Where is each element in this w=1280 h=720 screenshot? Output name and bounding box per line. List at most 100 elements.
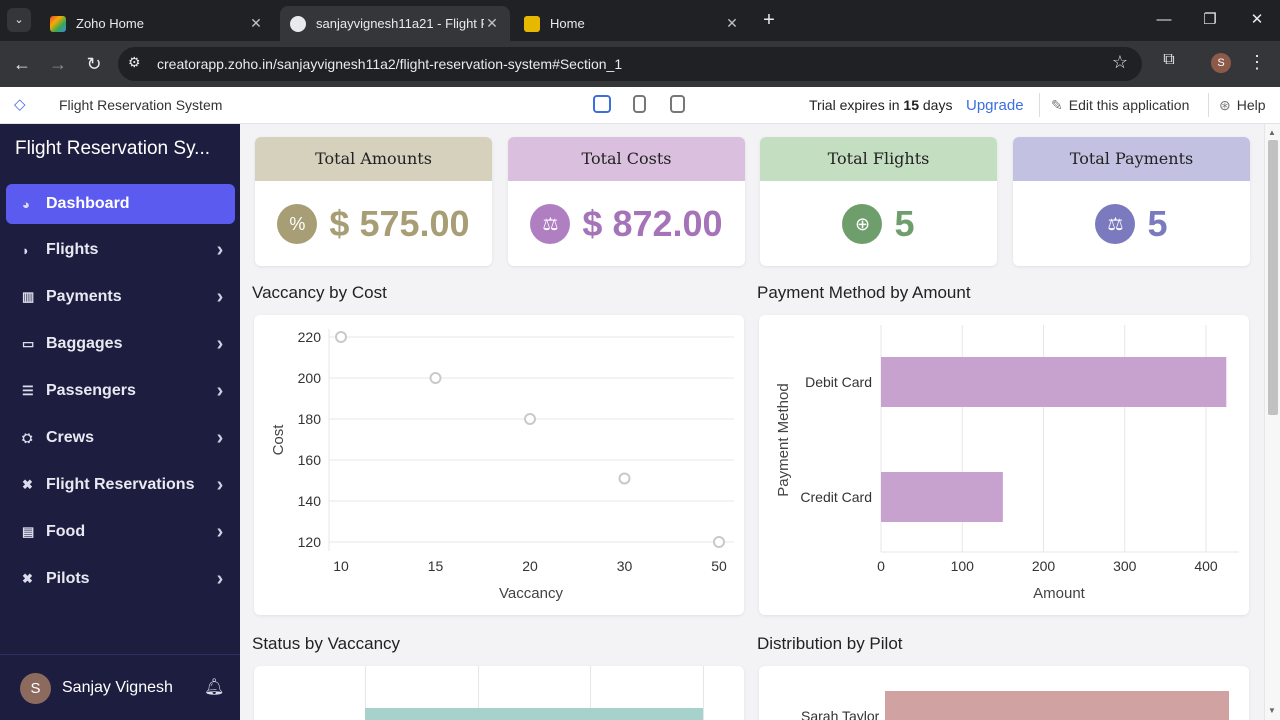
chevron-right-icon[interactable]: › — [216, 473, 224, 496]
chevron-right-icon[interactable]: › — [216, 238, 224, 261]
sidebar-item-passengers[interactable]: ☰ Passengers › — [6, 371, 235, 411]
avatar[interactable]: S — [20, 673, 51, 704]
sidebar-item-payments[interactable]: ▥ Payments › — [6, 277, 235, 317]
sidebar-title: Flight Reservation Sy... — [15, 138, 211, 159]
scrollbar-thumb[interactable] — [1268, 140, 1278, 415]
tablet-view-icon[interactable] — [633, 95, 646, 113]
card-body: ⚖ $ 872.00 — [508, 181, 745, 266]
bell-icon[interactable]: 🔔︎ — [204, 679, 225, 696]
chevron-right-icon[interactable]: › — [216, 567, 224, 590]
chevron-right-icon[interactable]: › — [216, 520, 224, 543]
card-icon: ⊕ — [842, 203, 883, 244]
sidebar-item-baggages[interactable]: ▭ Baggages › — [6, 324, 235, 364]
card-value: 5 — [1147, 202, 1168, 244]
bar[interactable] — [881, 357, 1227, 407]
close-icon[interactable]: ✕ — [726, 15, 738, 31]
maximize-button[interactable]: ❐ — [1203, 11, 1217, 28]
scroll-up-icon[interactable]: ▲ — [1268, 128, 1276, 137]
y-tick-label: 120 — [298, 534, 322, 550]
bookmark-star-icon[interactable]: ☆ — [1111, 52, 1128, 72]
scroll-down-icon[interactable]: ▼ — [1268, 706, 1276, 715]
extensions-icon[interactable]: ⧉ — [1163, 51, 1175, 68]
forward-button[interactable]: → — [49, 54, 67, 74]
new-tab-button[interactable]: + — [763, 9, 775, 31]
scatter-point[interactable] — [429, 372, 442, 384]
x-axis-label: Amount — [1033, 585, 1086, 602]
status-bar[interactable] — [365, 708, 703, 720]
payments-icon: ▥ — [22, 289, 35, 304]
tab-label: Zoho Home — [76, 16, 144, 31]
chevron-right-icon[interactable]: › — [216, 426, 224, 449]
user-name[interactable]: Sanjay Vignesh — [62, 679, 173, 696]
zoho-creator-logo-icon[interactable]: ◇ — [14, 96, 26, 113]
minimize-button[interactable]: — — [1156, 11, 1172, 28]
help-link[interactable]: ⊛ Help — [1219, 97, 1266, 113]
section-title-status-by-vaccancy: Status by Vaccancy — [252, 634, 401, 653]
tab-search-button[interactable]: ⌄ — [7, 8, 31, 32]
card-body: ⊕ 5 — [760, 181, 997, 266]
status-chart-panel — [254, 666, 744, 720]
x-axis-label: Vaccancy — [499, 585, 563, 602]
main-scrollbar[interactable]: ▲ ▼ — [1264, 124, 1280, 720]
scatter-point[interactable] — [713, 536, 725, 548]
scatter-point[interactable] — [524, 413, 536, 425]
scatter-point[interactable] — [335, 331, 347, 343]
chevron-right-icon[interactable]: › — [216, 332, 224, 355]
vaccancy-cost-scatter-chart: 120 140 160 180 200 220 10 15 20 30 50 Vaccancy Cost — [270, 329, 734, 602]
sidebar-item-flight-reservations[interactable]: ✖ Flight Reservations › — [6, 465, 235, 505]
card-title: Total Costs — [508, 137, 745, 181]
sidebar-item-flights[interactable]: ◗ Flights › — [6, 230, 235, 270]
address-bar[interactable]: ⚙ creatorapp.zoho.in/sanjayvignesh11a2/f… — [118, 47, 1142, 81]
site-info-icon[interactable]: ⚙ — [128, 54, 141, 70]
bar[interactable] — [881, 472, 1003, 522]
dashboard-main: Total Amounts% $ 575.00 Total Costs ⚖ $ 872.… — [240, 124, 1264, 720]
baggages-icon: ▭ — [22, 336, 35, 351]
tab-flight-reservation[interactable]: sanjayvignesh11a21 - Flight Re ✕ — [280, 6, 510, 41]
close-icon[interactable]: ✕ — [486, 15, 498, 31]
card-icon: ⚖ — [530, 203, 571, 244]
sidebar-item-crews[interactable]: ⛭ Crews › — [6, 418, 235, 458]
home-favicon-icon — [524, 15, 540, 32]
sidebar-item-pilots[interactable]: ✖ Pilots › — [6, 559, 235, 599]
url-text[interactable]: creatorapp.zoho.in/sanjayvignesh11a2/fli… — [157, 56, 623, 72]
pilot-bar[interactable] — [885, 691, 1229, 720]
desktop-view-icon[interactable] — [593, 95, 611, 113]
edit-application-link[interactable]: ✎ Edit this application — [1051, 97, 1190, 113]
x-tick-label: 100 — [951, 558, 975, 574]
grid-line — [590, 666, 591, 720]
upgrade-link[interactable]: Upgrade — [966, 97, 1024, 114]
flights-icon: ◗ — [22, 242, 30, 258]
pencil-icon: ✎ — [1051, 97, 1063, 113]
y-tick-label: 160 — [298, 452, 322, 468]
x-tick-label: 50 — [711, 558, 727, 574]
app-title: Flight Reservation System — [59, 97, 223, 113]
back-button[interactable]: ← — [13, 54, 31, 74]
tab-home[interactable]: Home ✕ — [514, 6, 750, 41]
y-axis-label: Cost — [270, 424, 287, 456]
tab-zoho-home[interactable]: Zoho Home ✕ — [40, 6, 274, 41]
reload-button[interactable]: ↻ — [86, 54, 102, 74]
browser-menu-icon[interactable]: ⋮ — [1248, 52, 1266, 72]
window-close-button[interactable]: ✕ — [1250, 11, 1264, 28]
scatter-point[interactable] — [618, 472, 631, 485]
trial-text: Trial expires in 15 days — [809, 97, 953, 113]
y-axis-label: Payment Method — [775, 383, 792, 496]
card-body: ⚖ 5 — [1013, 181, 1250, 266]
grid-line — [478, 666, 479, 720]
card-title: Total Payments — [1013, 137, 1250, 181]
sidebar-item-food[interactable]: ▤ Food › — [6, 512, 235, 552]
chevron-right-icon[interactable]: › — [216, 379, 224, 402]
chevron-right-icon[interactable]: › — [216, 285, 224, 308]
passengers-icon: ☰ — [22, 383, 34, 398]
x-tick-label: 15 — [428, 558, 444, 574]
profile-avatar[interactable]: S — [1211, 53, 1231, 73]
pilot-label: Sarah Taylor — [801, 708, 880, 720]
close-icon[interactable]: ✕ — [250, 15, 262, 31]
sidebar-item-label: Pilots — [46, 570, 90, 587]
payment-method-bar-chart: 0 100 200 300 400 Debit Card Credit Card Amount… — [775, 325, 1239, 602]
mobile-view-icon[interactable] — [670, 95, 685, 113]
section-title-payment-method: Payment Method by Amount — [757, 283, 971, 302]
sidebar-item-label: Food — [46, 523, 86, 540]
sidebar-item-dashboard[interactable]: ◕ Dashboard — [6, 184, 235, 224]
x-tick-label: 30 — [617, 558, 633, 574]
